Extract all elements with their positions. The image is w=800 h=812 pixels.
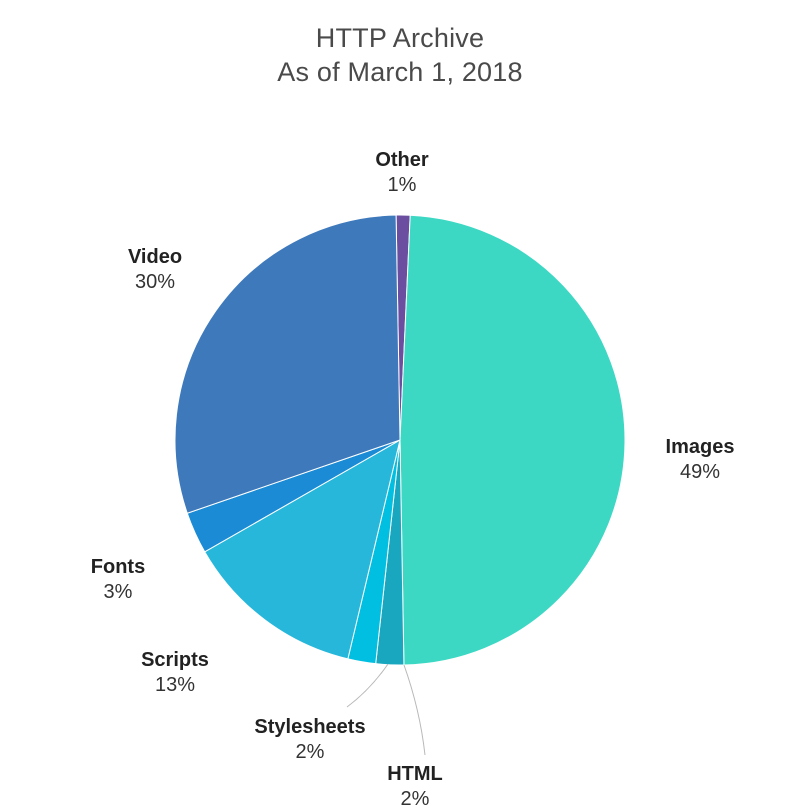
slice-label-pct: 2% xyxy=(335,787,495,812)
title-line1: HTTP Archive xyxy=(0,22,800,56)
title-line2: As of March 1, 2018 xyxy=(0,56,800,90)
pie-svg xyxy=(0,90,800,790)
leader-line xyxy=(404,665,425,755)
chart-title: HTTP Archive As of March 1, 2018 xyxy=(0,0,800,90)
pie-slice-images xyxy=(400,215,625,665)
leader-line xyxy=(347,664,388,707)
pie-chart: Other1%Images49%HTML2%Stylesheets2%Scrip… xyxy=(0,90,800,790)
